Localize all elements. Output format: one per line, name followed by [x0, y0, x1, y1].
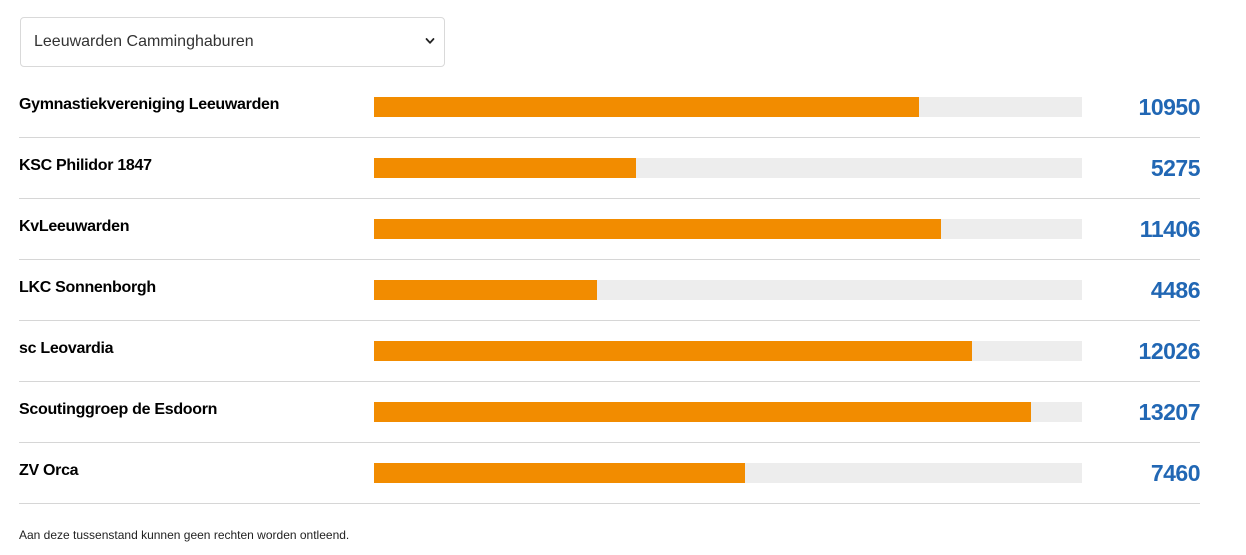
- progress-fill: [374, 341, 973, 361]
- location-select[interactable]: Leeuwarden Camminghaburen: [20, 17, 445, 67]
- progress-fill: [374, 158, 637, 178]
- list-item: ZV Orca 7460: [19, 443, 1201, 504]
- club-name: sc Leovardia: [19, 340, 114, 357]
- progress-fill: [374, 280, 598, 300]
- progress-track: [374, 280, 1082, 300]
- progress-track: [374, 219, 1082, 239]
- score-value: 12026: [1138, 338, 1201, 364]
- progress-fill: [374, 97, 919, 117]
- club-name: LKC Sonnenborgh: [19, 279, 156, 296]
- club-name: Scoutinggroep de Esdoorn: [19, 401, 218, 418]
- list-item: Gymnastiekvereniging Leeuwarden 10950: [19, 77, 1201, 138]
- score-value: 13207: [1138, 399, 1201, 425]
- score-value: 7460: [1150, 460, 1201, 486]
- list-item: sc Leovardia 12026: [19, 321, 1201, 382]
- score-value: 4486: [1150, 277, 1201, 303]
- score-value: 10950: [1138, 94, 1201, 120]
- club-name: Gymnastiekvereniging Leeuwarden: [19, 96, 280, 113]
- progress-track: [374, 158, 1082, 178]
- club-name: KSC Philidor 1847: [19, 157, 152, 174]
- club-name: ZV Orca: [19, 462, 79, 479]
- chevron-down-icon: [425, 38, 435, 44]
- progress-track: [374, 97, 1082, 117]
- progress-fill: [374, 402, 1032, 422]
- location-select-value: Leeuwarden Camminghaburen: [34, 33, 254, 50]
- list-item: Scoutinggroep de Esdoorn 13207: [19, 382, 1201, 443]
- list-item: KSC Philidor 1847 5275: [19, 138, 1201, 199]
- club-name: KvLeeuwarden: [19, 218, 130, 235]
- score-value: 11406: [1139, 216, 1201, 242]
- score-value: 5275: [1150, 155, 1201, 181]
- list-item: LKC Sonnenborgh 4486: [19, 260, 1201, 321]
- progress-fill: [374, 219, 942, 239]
- disclaimer-text: Aan deze tussenstand kunnen geen rechten…: [19, 528, 350, 542]
- list-item: KvLeeuwarden 11406: [19, 199, 1201, 260]
- progress-track: [374, 341, 1082, 361]
- progress-track: [374, 402, 1082, 422]
- standings-list: Gymnastiekvereniging Leeuwarden 10950 KS…: [19, 77, 1201, 504]
- progress-fill: [374, 463, 746, 483]
- progress-track: [374, 463, 1082, 483]
